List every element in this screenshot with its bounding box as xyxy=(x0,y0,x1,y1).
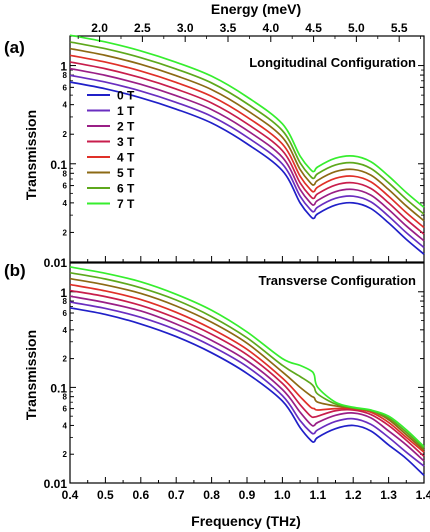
energy-axis-tick-label: 4.0 xyxy=(262,21,279,35)
energy-axis-tick-label: 4.5 xyxy=(305,21,322,35)
panel-b-series-line-6 xyxy=(69,271,425,450)
energy-axis-tick-label: 5.5 xyxy=(391,21,408,35)
panel-a-y-tick-label: 0.01 xyxy=(44,256,68,270)
panel-b-y-tick-label: 0.1 xyxy=(50,381,67,395)
panel-b-y-tick-label: 2 xyxy=(63,450,68,459)
frequency-axis-tick-label: 1.1 xyxy=(309,488,326,502)
panel-a-y-tick-label: 2 xyxy=(63,130,68,139)
frequency-axis-tick-label: 1.0 xyxy=(274,488,291,502)
panel-b-y-axis-title: Transmission xyxy=(23,330,39,420)
energy-axis-tick-label: 3.5 xyxy=(220,21,237,35)
panel-a-y-tick-label: 6 xyxy=(63,182,68,191)
legend-entry-label: 3 T xyxy=(117,135,135,149)
panel-a-y-tick-label: 1 xyxy=(60,60,67,74)
panel-b-y-tick-label: 2 xyxy=(63,355,68,364)
frequency-axis-tick-label: 0.6 xyxy=(132,488,149,502)
panel-a-series-line-2 xyxy=(69,67,425,242)
legend-entry-label: 5 T xyxy=(117,166,135,180)
panel-b-y-tick-label: 8 xyxy=(63,297,68,306)
legend-entry-label: 0 T xyxy=(117,89,135,103)
frequency-axis-tick-label: 0.7 xyxy=(168,488,185,502)
frequency-axis-tick-label: 0.9 xyxy=(239,488,256,502)
panel-a-annotation: Longitudinal Configuration xyxy=(249,55,416,70)
panel-a-y-tick-label: 2 xyxy=(63,228,68,237)
panel-b-annotation: Transverse Configuration xyxy=(259,273,417,288)
panel-b-series-line-2 xyxy=(69,295,425,462)
panel-a-y-tick-label: 4 xyxy=(63,199,68,208)
panel-a-series-line-7 xyxy=(69,34,425,209)
panel-b-y-tick-label: 4 xyxy=(63,421,68,430)
panel-a-y-tick-label: 8 xyxy=(63,71,68,80)
frequency-axis-tick-label: 1.3 xyxy=(380,488,397,502)
panel-a-series-line-1 xyxy=(69,74,425,249)
frequency-axis-tick-label: 1.2 xyxy=(345,488,362,502)
energy-axis-tick-label: 2.0 xyxy=(91,21,108,35)
legend: 0 T1 T 2 T3 T 4 T5 T 6 T7 T xyxy=(87,89,135,211)
frequency-axis-tick-label: 0.5 xyxy=(97,488,114,502)
legend-entry-label: 6 T xyxy=(117,182,135,196)
panel-a-y-tick-label: 8 xyxy=(63,169,68,178)
energy-axis-title: Energy (meV) xyxy=(211,1,301,17)
panel-a-series-line-5 xyxy=(69,47,425,222)
panel-b-y-tick-label: 1 xyxy=(60,286,67,300)
panel-b-series-line-0 xyxy=(69,306,425,477)
legend-entry-label: 4 T xyxy=(117,151,135,165)
panel-a-y-tick-label: 4 xyxy=(63,101,68,110)
panel-a-label: (a) xyxy=(4,38,25,57)
panel-a-series-line-3 xyxy=(69,61,425,235)
energy-axis-tick-label: 5.0 xyxy=(348,21,365,35)
energy-axis-tick-label: 3.0 xyxy=(177,21,194,35)
panel-a-series-line-4 xyxy=(69,54,425,229)
panel-b-y-tick-label: 4 xyxy=(63,326,68,335)
legend-entry-label: 2 T xyxy=(117,120,135,134)
frequency-axis-tick-label: 0.8 xyxy=(203,488,220,502)
panel-b-series-line-4 xyxy=(69,283,425,453)
panel-a-y-axis-title: Transmission xyxy=(23,110,39,200)
panel-b-label: (b) xyxy=(4,261,26,280)
panel-b-series-line-7 xyxy=(69,266,425,448)
panel-a-series-line-6 xyxy=(69,41,425,215)
panel-b-series-line-3 xyxy=(69,289,425,457)
legend-entry-label: 1 T xyxy=(117,104,135,118)
legend-entry-label: 7 T xyxy=(117,197,135,211)
panel-a-series-line-0 xyxy=(69,81,425,255)
panel-a-y-tick-label: 6 xyxy=(63,83,68,92)
frequency-axis-tick-label: 0.4 xyxy=(62,488,79,502)
panel-b-y-tick-label: 8 xyxy=(63,393,68,402)
frequency-axis-tick-label: 1.4 xyxy=(416,488,430,502)
panel-a-y-tick-label: 0.1 xyxy=(50,158,67,172)
panel-b-y-tick-label: 6 xyxy=(63,405,68,414)
panel-b-y-tick-label: 0.01 xyxy=(44,477,68,491)
energy-axis-tick-label: 2.5 xyxy=(134,21,151,35)
frequency-axis-title: Frequency (THz) xyxy=(191,513,301,529)
panel-b-series-line-1 xyxy=(69,301,425,467)
panel-b-y-tick-label: 6 xyxy=(63,309,68,318)
